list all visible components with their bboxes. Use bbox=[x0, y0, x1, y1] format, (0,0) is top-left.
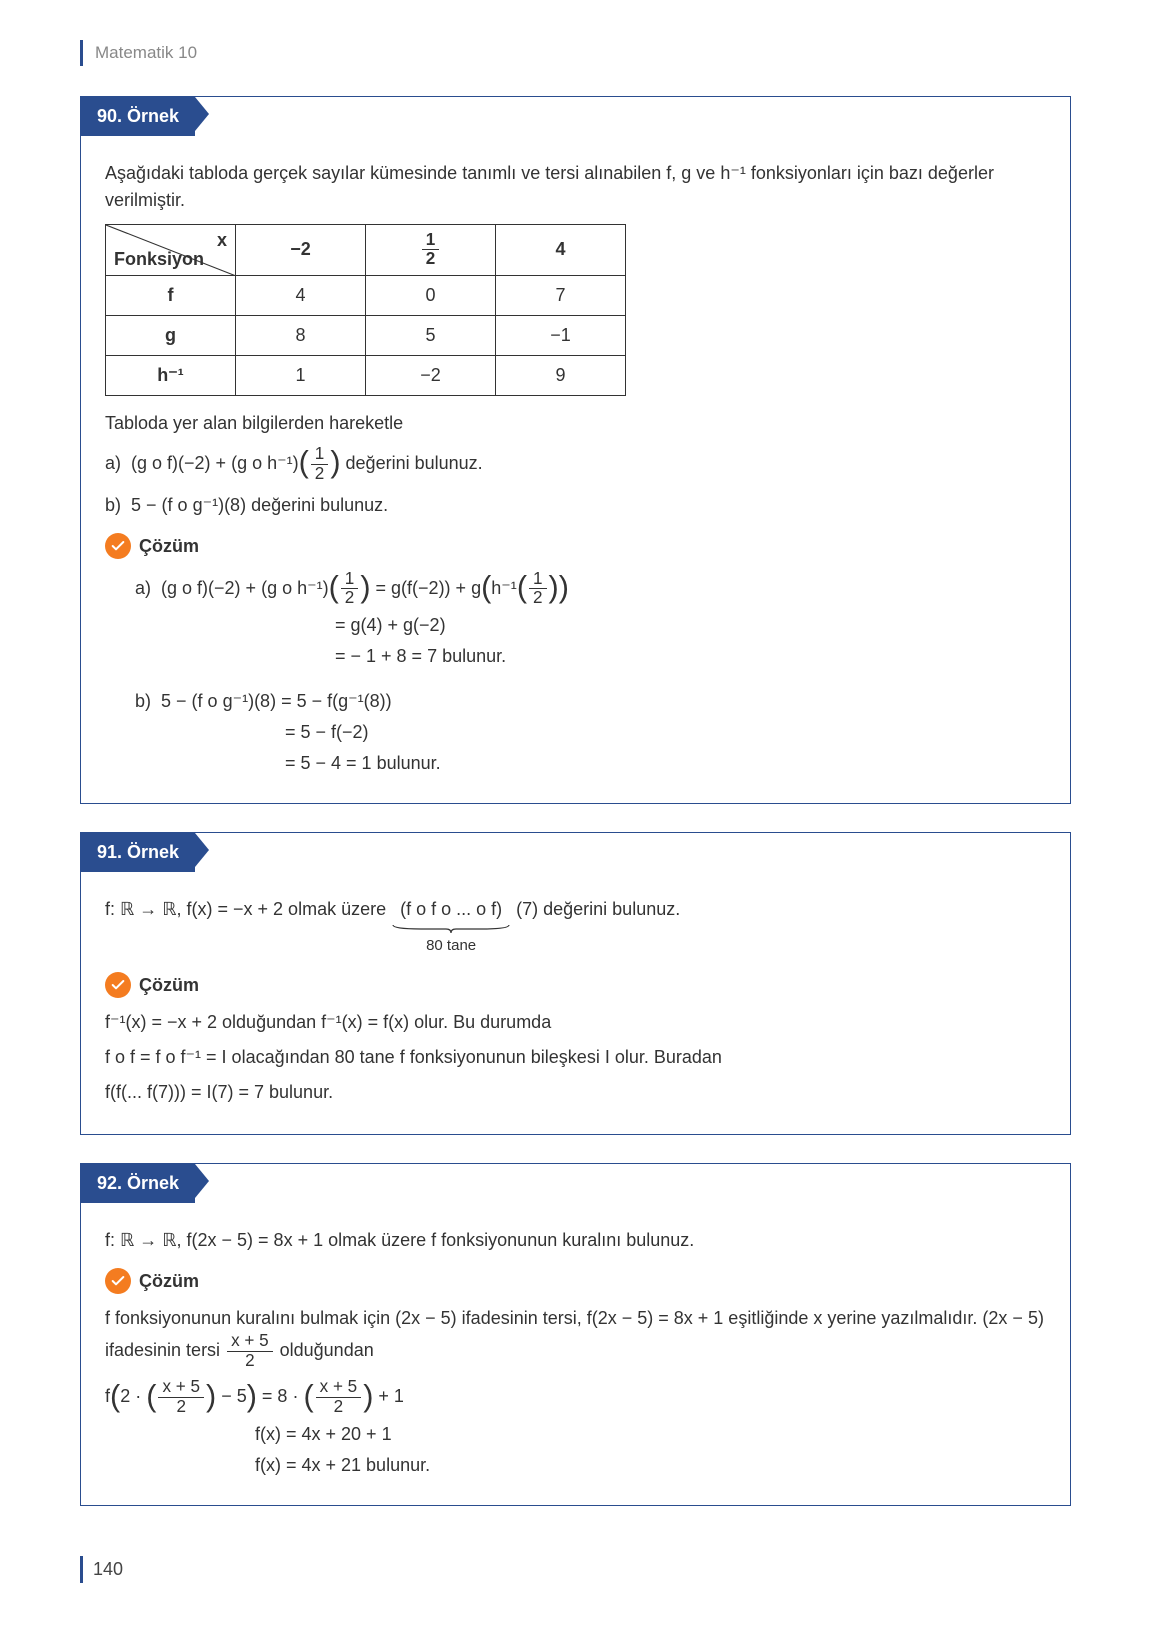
ex92-question: f: ℝ → ℝ, f(2x − 5) = 8x + 1 olmak üzere… bbox=[105, 1227, 1046, 1254]
col-header: 12 bbox=[366, 224, 496, 276]
example-91: 91. Örnek f: ℝ → ℝ, f(x) = −x + 2 olmak … bbox=[80, 832, 1071, 1135]
ex91-solution-header: Çözüm bbox=[105, 972, 1046, 999]
example-91-body: f: ℝ → ℝ, f(x) = −x + 2 olmak üzere (f o… bbox=[81, 872, 1070, 1134]
corner-x-label: x bbox=[217, 227, 227, 254]
eq-line: f(x) = 4x + 20 + 1 bbox=[105, 1421, 1046, 1448]
corner-func-label: Fonksiyon bbox=[114, 246, 204, 273]
table-cell: 5 bbox=[366, 316, 496, 356]
qa-text-pre: (g o f)(−2) + (g o h⁻¹) bbox=[131, 453, 299, 473]
row-name: f bbox=[106, 276, 236, 316]
ex92-solution-header: Çözüm bbox=[105, 1268, 1046, 1295]
qb-label: b) bbox=[105, 495, 121, 515]
sol-b-label: b) bbox=[135, 691, 151, 711]
eq-line: = − 1 + 8 = 7 bulunur. bbox=[135, 643, 1046, 670]
solution-label: Çözüm bbox=[139, 533, 199, 560]
ex90-sol-a: a) (g o f)(−2) + (g o h⁻¹)(12) = g(f(−2)… bbox=[135, 570, 1046, 671]
example-92: 92. Örnek f: ℝ → ℝ, f(2x − 5) = 8x + 1 o… bbox=[80, 1163, 1071, 1506]
col-header: −2 bbox=[236, 224, 366, 276]
check-icon bbox=[105, 1268, 131, 1294]
page-number: 140 bbox=[80, 1556, 1071, 1583]
table-cell: 8 bbox=[236, 316, 366, 356]
table-row: f 4 0 7 bbox=[106, 276, 626, 316]
eq-line: = 5 − f(−2) bbox=[135, 719, 1046, 746]
table-cell: 4 bbox=[236, 276, 366, 316]
table-row: x Fonksiyon −2 12 4 bbox=[106, 224, 626, 276]
row-name: h⁻¹ bbox=[106, 356, 236, 396]
table-cell: −2 bbox=[366, 356, 496, 396]
table-cell: −1 bbox=[496, 316, 626, 356]
qa-label: a) bbox=[105, 453, 121, 473]
example-92-body: f: ℝ → ℝ, f(2x − 5) = 8x + 1 olmak üzere… bbox=[81, 1203, 1070, 1505]
ex91-line2: f o f = f o f⁻¹ = I olacağından 80 tane … bbox=[105, 1044, 1046, 1071]
example-90-label: 90. Örnek bbox=[81, 97, 195, 136]
solution-label: Çözüm bbox=[139, 1268, 199, 1295]
ex90-table: x Fonksiyon −2 12 4 f 4 0 7 g 8 5 −1 h⁻¹ bbox=[105, 224, 626, 397]
qa-text-post: değerini bulunuz. bbox=[346, 453, 483, 473]
eq-line: = g(4) + g(−2) bbox=[135, 612, 1046, 639]
row-name: g bbox=[106, 316, 236, 356]
ex92-para: f fonksiyonunun kuralını bulmak için (2x… bbox=[105, 1305, 1046, 1371]
example-90: 90. Örnek Aşağıdaki tabloda gerçek sayıl… bbox=[80, 96, 1071, 805]
solution-label: Çözüm bbox=[139, 972, 199, 999]
ex90-question-a: a) (g o f)(−2) + (g o h⁻¹)(12) değerini … bbox=[105, 445, 1046, 484]
ex90-sol-b: b) 5 − (f o g⁻¹)(8) = 5 − f(g⁻¹(8)) = 5 … bbox=[135, 688, 1046, 777]
ex90-sub-intro: Tabloda yer alan bilgilerden hareketle bbox=[105, 410, 1046, 437]
sol-a-label: a) bbox=[135, 578, 151, 598]
example-92-label: 92. Örnek bbox=[81, 1164, 195, 1203]
eq-line: f(2 · (x + 52) − 5) = 8 · (x + 52) + 1 bbox=[105, 1378, 1046, 1417]
qb-text: 5 − (f o g⁻¹)(8) değerini bulunuz. bbox=[131, 495, 388, 515]
eq-line: b) 5 − (f o g⁻¹)(8) = 5 − f(g⁻¹(8)) bbox=[135, 688, 1046, 715]
ex92-eq-block: f(2 · (x + 52) − 5) = 8 · (x + 52) + 1 f… bbox=[105, 1378, 1046, 1479]
table-cell: 7 bbox=[496, 276, 626, 316]
header-title: Matematik 10 bbox=[95, 43, 197, 62]
table-cell: 9 bbox=[496, 356, 626, 396]
ex90-intro: Aşağıdaki tabloda gerçek sayılar kümesin… bbox=[105, 160, 1046, 214]
col-header: 4 bbox=[496, 224, 626, 276]
table-row: h⁻¹ 1 −2 9 bbox=[106, 356, 626, 396]
check-icon bbox=[105, 533, 131, 559]
eq-line: = 5 − 4 = 1 bulunur. bbox=[135, 750, 1046, 777]
page-header: Matematik 10 bbox=[80, 40, 1071, 66]
table-cell: 1 bbox=[236, 356, 366, 396]
table-corner-cell: x Fonksiyon bbox=[106, 224, 236, 276]
ex91-question: f: ℝ → ℝ, f(x) = −x + 2 olmak üzere (f o… bbox=[105, 896, 1046, 958]
table-cell: 0 bbox=[366, 276, 496, 316]
ex90-solution-header: Çözüm bbox=[105, 533, 1046, 560]
underbrace: (f o f o ... o f) 80 tane bbox=[391, 896, 511, 958]
eq-line: a) (g o f)(−2) + (g o h⁻¹)(12) = g(f(−2)… bbox=[135, 570, 1046, 609]
example-90-body: Aşağıdaki tabloda gerçek sayılar kümesin… bbox=[81, 136, 1070, 804]
ex91-line1: f⁻¹(x) = −x + 2 olduğundan f⁻¹(x) = f(x)… bbox=[105, 1009, 1046, 1036]
example-91-label: 91. Örnek bbox=[81, 833, 195, 872]
ex91-line3: f(f(... f(7))) = I(7) = 7 bulunur. bbox=[105, 1079, 1046, 1106]
eq-line: f(x) = 4x + 21 bulunur. bbox=[105, 1452, 1046, 1479]
ex90-question-b: b) 5 − (f o g⁻¹)(8) değerini bulunuz. bbox=[105, 492, 1046, 519]
check-icon bbox=[105, 972, 131, 998]
table-row: g 8 5 −1 bbox=[106, 316, 626, 356]
